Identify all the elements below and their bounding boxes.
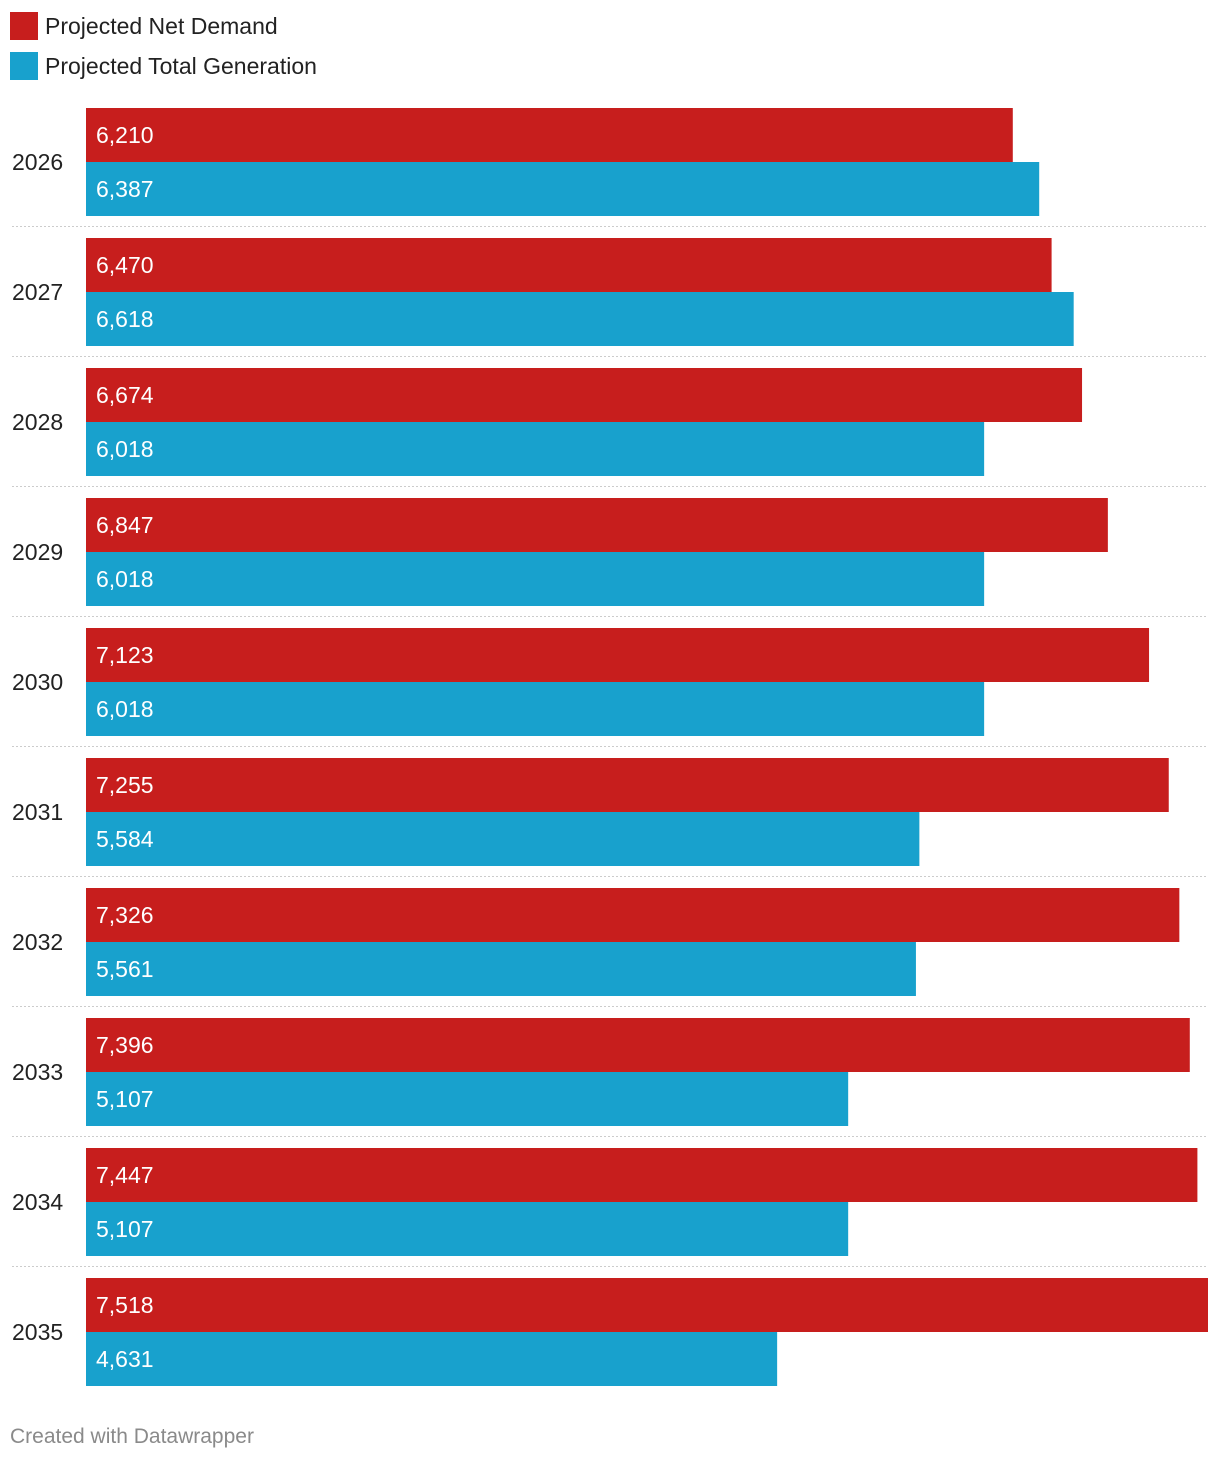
bar-demand-2027[interactable] [86, 238, 1052, 292]
category-label-2032: 2032 [12, 929, 63, 955]
category-label-2034: 2034 [12, 1189, 63, 1215]
value-label-generation-2026: 6,387 [96, 176, 154, 202]
bar-generation-2027[interactable] [86, 292, 1074, 346]
legend: Projected Net Demand Projected Total Gen… [10, 12, 317, 92]
value-label-demand-2032: 7,326 [96, 902, 154, 928]
bar-generation-2032[interactable] [86, 942, 916, 996]
category-label-2031: 2031 [12, 799, 63, 825]
value-label-generation-2027: 6,618 [96, 306, 154, 332]
bar-generation-2028[interactable] [86, 422, 985, 476]
bar-generation-2030[interactable] [86, 682, 985, 736]
value-label-generation-2029: 6,018 [96, 566, 154, 592]
bar-demand-2029[interactable] [86, 498, 1108, 552]
value-label-demand-2029: 6,847 [96, 512, 154, 538]
credit-text: Created with Datawrapper [10, 1425, 254, 1448]
legend-item-generation[interactable]: Projected Total Generation [10, 52, 317, 80]
bar-generation-2031[interactable] [86, 812, 920, 866]
value-label-demand-2031: 7,255 [96, 772, 154, 798]
bar-demand-2031[interactable] [86, 758, 1169, 812]
legend-swatch-generation [10, 52, 38, 80]
value-label-demand-2026: 6,210 [96, 122, 154, 148]
bar-generation-2034[interactable] [86, 1202, 849, 1256]
value-label-generation-2034: 5,107 [96, 1216, 154, 1242]
value-label-generation-2028: 6,018 [96, 436, 154, 462]
value-label-demand-2033: 7,396 [96, 1032, 154, 1058]
category-label-2033: 2033 [12, 1059, 63, 1085]
value-label-demand-2034: 7,447 [96, 1162, 154, 1188]
category-label-2030: 2030 [12, 669, 63, 695]
bar-generation-2029[interactable] [86, 552, 985, 606]
bar-generation-2033[interactable] [86, 1072, 849, 1126]
legend-item-demand[interactable]: Projected Net Demand [10, 12, 317, 40]
value-label-demand-2027: 6,470 [96, 252, 154, 278]
bar-demand-2026[interactable] [86, 108, 1013, 162]
legend-swatch-demand [10, 12, 38, 40]
value-label-generation-2035: 4,631 [96, 1346, 154, 1372]
bar-demand-2035[interactable] [86, 1278, 1208, 1332]
value-label-generation-2030: 6,018 [96, 696, 154, 722]
bar-demand-2033[interactable] [86, 1018, 1190, 1072]
legend-label-demand: Projected Net Demand [45, 12, 278, 39]
legend-label-generation: Projected Total Generation [45, 52, 317, 79]
value-label-demand-2028: 6,674 [96, 382, 154, 408]
bar-demand-2032[interactable] [86, 888, 1180, 942]
value-label-demand-2035: 7,518 [96, 1292, 154, 1318]
category-label-2035: 2035 [12, 1319, 63, 1345]
value-label-demand-2030: 7,123 [96, 642, 154, 668]
category-label-2028: 2028 [12, 409, 63, 435]
category-label-2026: 2026 [12, 149, 63, 175]
value-label-generation-2033: 5,107 [96, 1086, 154, 1112]
category-label-2029: 2029 [12, 539, 63, 565]
bar-demand-2028[interactable] [86, 368, 1083, 422]
bar-generation-2026[interactable] [86, 162, 1040, 216]
bar-demand-2034[interactable] [86, 1148, 1198, 1202]
value-label-generation-2032: 5,561 [96, 956, 154, 982]
bar-demand-2030[interactable] [86, 628, 1150, 682]
value-label-generation-2031: 5,584 [96, 826, 154, 852]
bar-generation-2035[interactable] [86, 1332, 778, 1386]
category-label-2027: 2027 [12, 279, 63, 305]
